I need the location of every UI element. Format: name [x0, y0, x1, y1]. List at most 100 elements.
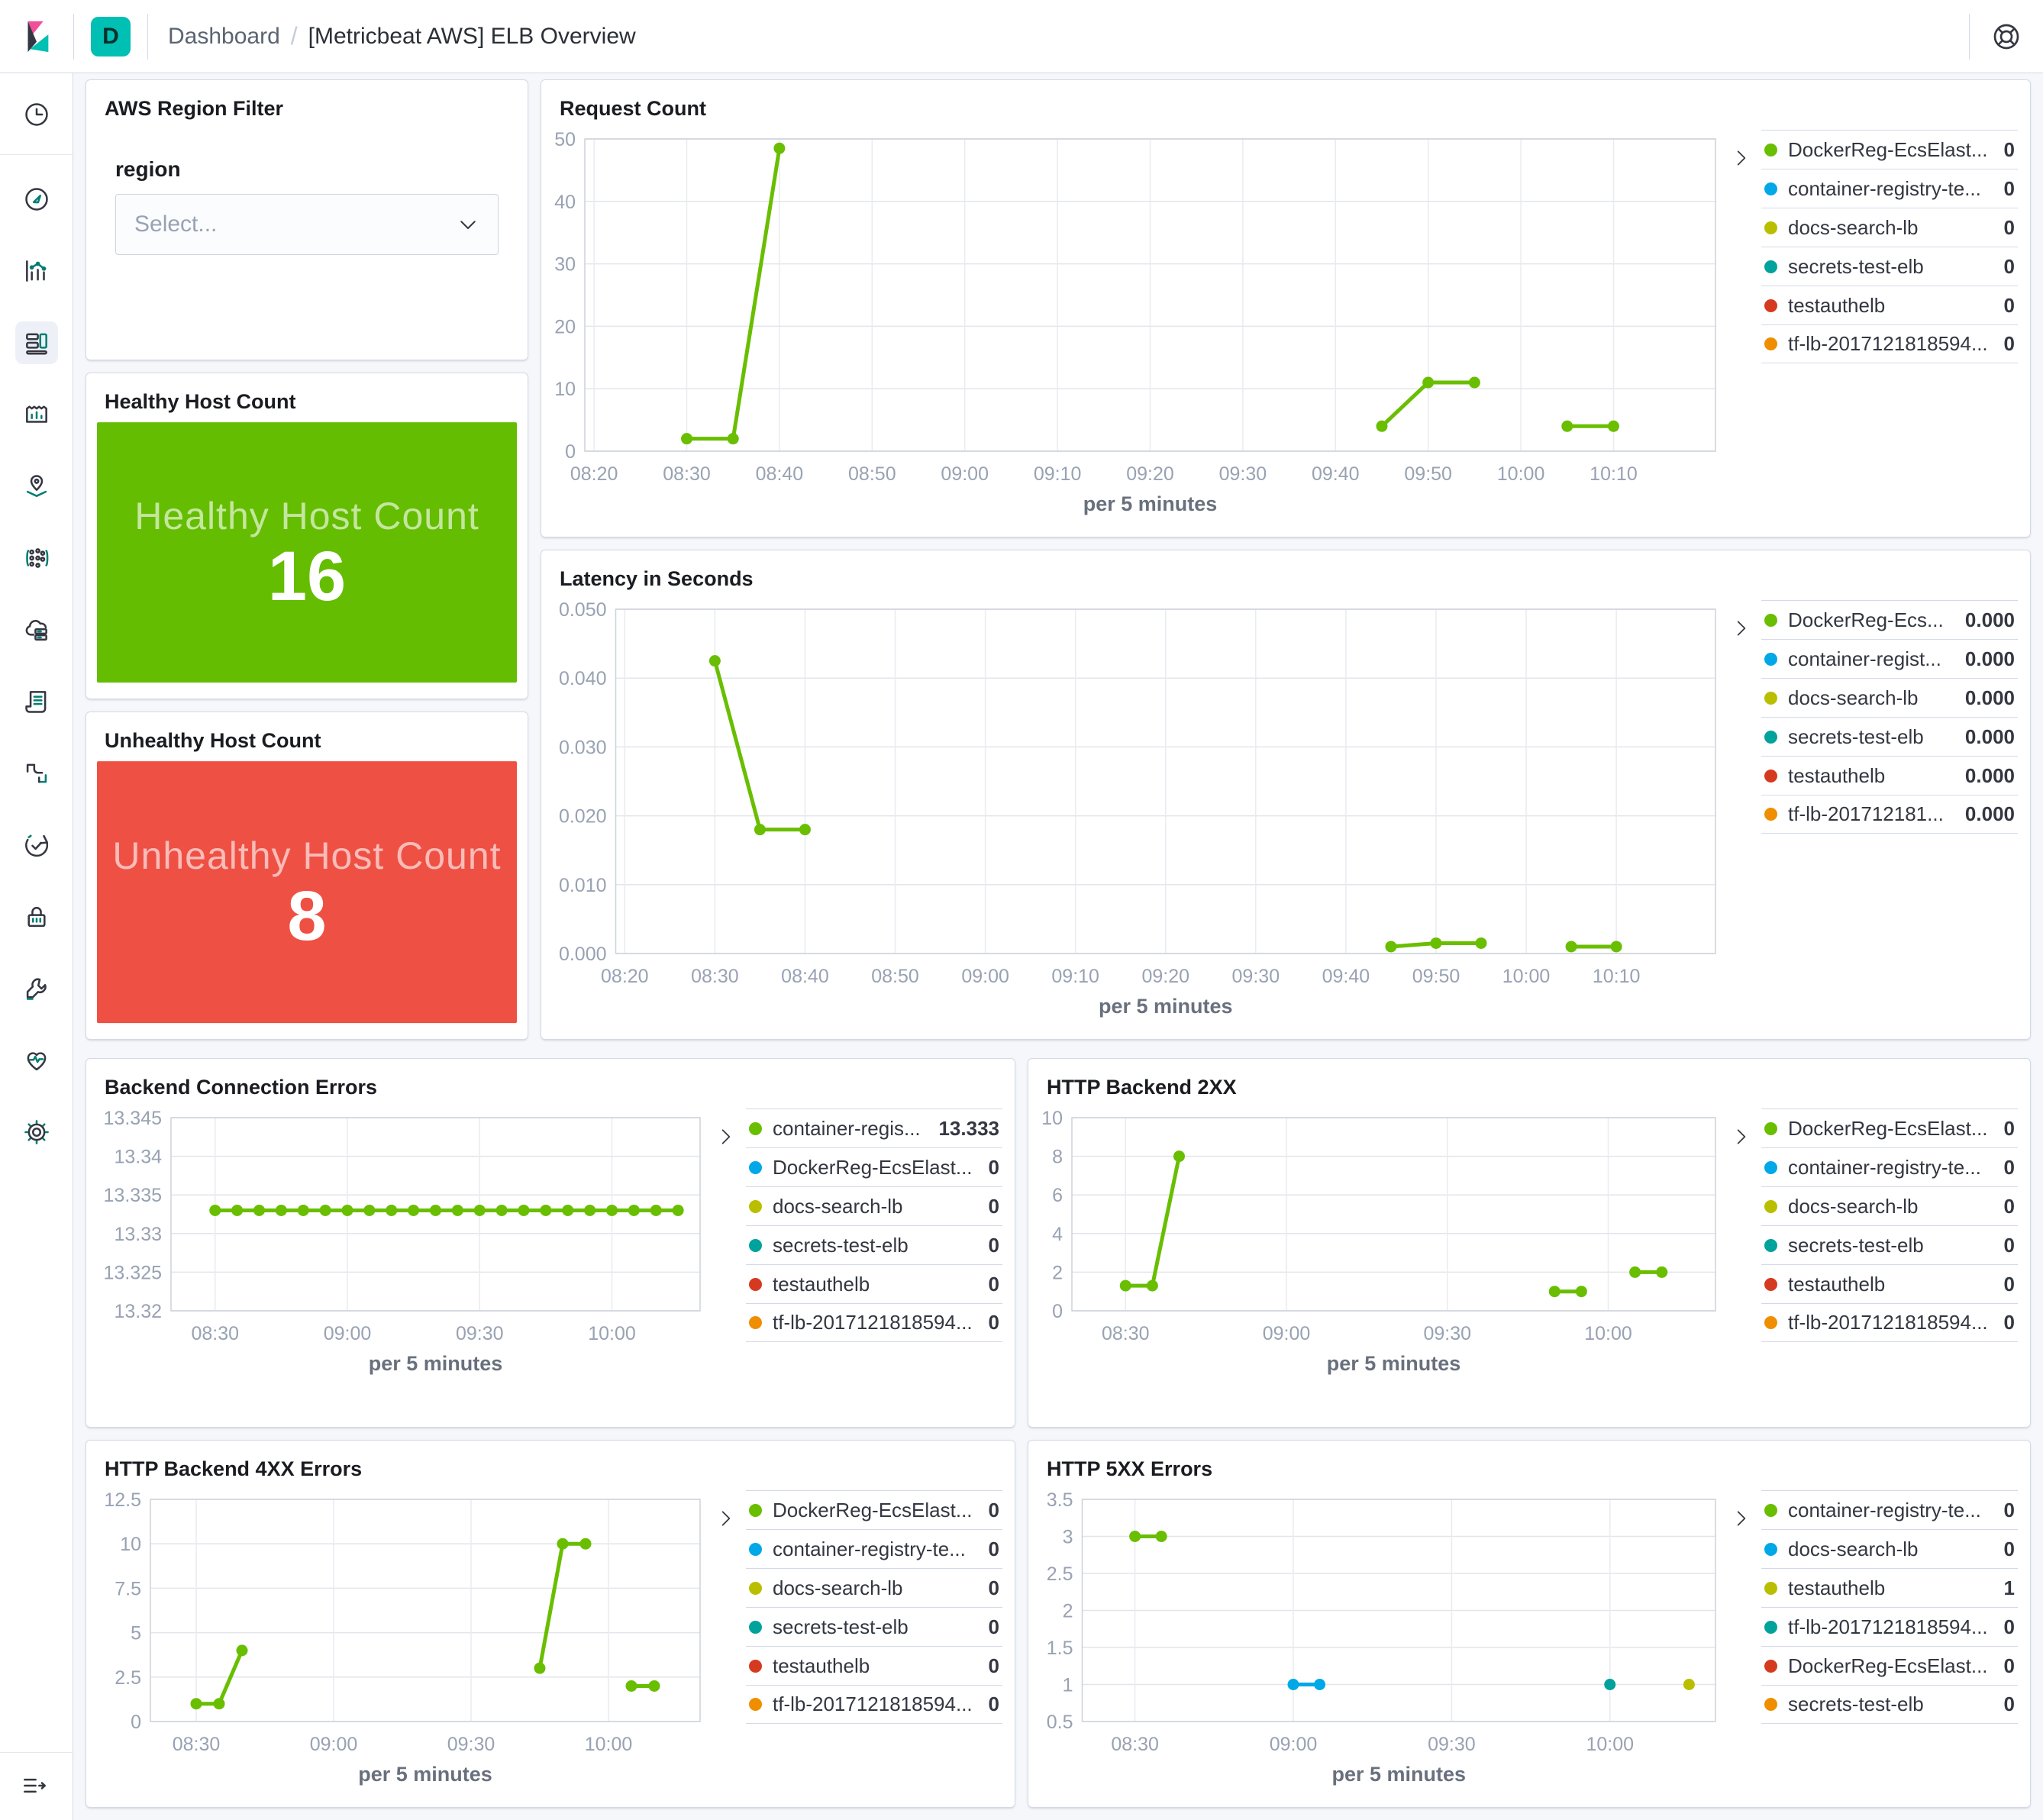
legend-item[interactable]: tf-lb-2017121818594... 0: [1761, 324, 2018, 363]
series-color-dot: [1764, 1581, 1777, 1595]
sidebar-item-visualize[interactable]: [15, 250, 58, 292]
svg-text:0.000: 0.000: [559, 944, 607, 965]
series-color-dot: [1764, 1316, 1777, 1329]
legend-item[interactable]: DockerReg-EcsElast... 0: [746, 1147, 1002, 1186]
legend-item[interactable]: testauthelb 0: [746, 1646, 1002, 1685]
legend-item[interactable]: docs-search-lb 0: [1761, 208, 2018, 247]
panel-request-count: Request Count 0 10 20 30 40 50 08:20 08:30 08:40…: [541, 79, 2031, 537]
svg-text:4: 4: [1052, 1224, 1063, 1245]
http-5xx-errors-chart[interactable]: 0.5 1 1.5 2 2.5 3 3.5 08:30 09:00 09:30 10:00 per 5…: [1036, 1489, 1722, 1792]
legend-item[interactable]: testauthelb 0: [746, 1264, 1002, 1303]
http-backend-4xx-errors-chart[interactable]: 0 2.5 5 7.5 10 12.5 08:30 09:00 09:30 10:00 per 5 …: [94, 1489, 706, 1792]
legend-item[interactable]: docs-search-lb 0.000: [1761, 678, 2018, 717]
legend-item[interactable]: DockerReg-EcsElast... 0: [746, 1490, 1002, 1529]
sidebar-item-stack-monitoring[interactable]: [15, 1039, 58, 1082]
svg-text:6: 6: [1052, 1185, 1063, 1206]
legend-item[interactable]: secrets-test-elb 0: [746, 1225, 1002, 1264]
sidebar-item-management[interactable]: [15, 1111, 58, 1154]
sidebar-item-canvas[interactable]: [15, 393, 58, 436]
sidebar-item-discover[interactable]: [15, 178, 58, 221]
panel-title: Healthy Host Count: [105, 390, 296, 413]
legend-item[interactable]: container-registry-te... 0: [746, 1529, 1002, 1568]
legend-item[interactable]: tf-lb-2017121818594... 0: [746, 1685, 1002, 1724]
legend-item[interactable]: secrets-test-elb 0.000: [1761, 717, 2018, 756]
legend-item[interactable]: DockerReg-EcsElast... 0: [1761, 1646, 2018, 1685]
legend-item[interactable]: container-regis... 13.333: [746, 1108, 1002, 1147]
svg-text:10: 10: [1041, 1108, 1063, 1129]
legend-value: 0: [988, 1615, 999, 1638]
legend-item[interactable]: tf-lb-2017121818594... 0: [1761, 1607, 2018, 1646]
latency-chart[interactable]: 0.000 0.010 0.020 0.030 0.040 0.050 08:20 08:30…: [549, 599, 1722, 1024]
sidebar-item-uptime[interactable]: [15, 824, 58, 866]
help-button[interactable]: [1970, 21, 2043, 52]
legend-item[interactable]: testauthelb 0: [1761, 1264, 2018, 1303]
chart-legend: container-regis... 13.333 DockerReg-EcsEla…: [746, 1107, 1002, 1381]
legend-item[interactable]: secrets-test-elb 0: [746, 1607, 1002, 1646]
legend-expand-icon[interactable]: [706, 1107, 746, 1381]
backend-connection-errors-chart[interactable]: 13.32 13.325 13.33 13.335 13.34 13.345 08:30 09…: [94, 1107, 706, 1381]
region-select[interactable]: Select...: [115, 194, 499, 255]
svg-text:08:30: 08:30: [691, 966, 739, 987]
legend-item[interactable]: testauthelb 0.000: [1761, 756, 2018, 795]
sidebar-item-dev-tools[interactable]: [15, 967, 58, 1010]
legend-item[interactable]: container-registry-te... 0: [1761, 169, 2018, 208]
kibana-logo[interactable]: [0, 0, 73, 73]
legend-item[interactable]: container-registry-te... 0: [1761, 1490, 2018, 1529]
legend-item[interactable]: container-registry-te... 0: [1761, 1147, 2018, 1186]
legend-item[interactable]: tf-lb-201712181... 0.000: [1761, 795, 2018, 834]
legend-item[interactable]: tf-lb-2017121818594... 0: [1761, 1303, 2018, 1342]
legend-item[interactable]: container-regist... 0.000: [1761, 639, 2018, 678]
legend-item[interactable]: testauthelb 0: [1761, 286, 2018, 324]
sidebar-item-logs[interactable]: [15, 680, 58, 723]
chart-legend: DockerReg-EcsElast... 0 container-registry…: [746, 1489, 1002, 1792]
series-color-dot: [1764, 337, 1777, 350]
legend-label: secrets-test-elb: [1788, 1233, 1924, 1257]
http-backend-2xx-chart[interactable]: 0 2 4 6 8 10 08:30 09:00 09:30 10:00 per 5 minutes: [1036, 1107, 1722, 1381]
legend-value: 0.000: [1964, 686, 2015, 709]
legend-label: tf-lb-2017121818594...: [1788, 332, 1988, 355]
svg-text:08:20: 08:20: [570, 463, 618, 485]
legend-value: 0: [988, 1233, 999, 1257]
legend-item[interactable]: docs-search-lb 0: [746, 1568, 1002, 1607]
legend-item[interactable]: docs-search-lb 0: [1761, 1529, 2018, 1568]
legend-item[interactable]: DockerReg-EcsElast... 0: [1761, 1108, 2018, 1147]
legend-expand-icon[interactable]: [1722, 599, 1761, 1024]
series-color-dot: [749, 1277, 762, 1291]
legend-item[interactable]: secrets-test-elb 0: [1761, 1685, 2018, 1724]
legend-expand-icon[interactable]: [1722, 1489, 1761, 1792]
sidebar-item-siem[interactable]: [15, 895, 58, 938]
legend-item[interactable]: docs-search-lb 0: [1761, 1186, 2018, 1225]
legend-expand-icon[interactable]: [1722, 1107, 1761, 1381]
gear-icon: [24, 1120, 49, 1144]
metric-value: 16: [267, 537, 347, 615]
legend-item[interactable]: testauthelb 1: [1761, 1568, 2018, 1607]
legend-label: DockerReg-EcsElast...: [773, 1498, 973, 1522]
collapse-menu-icon[interactable]: [20, 1771, 49, 1800]
legend-item[interactable]: secrets-test-elb 0: [1761, 247, 2018, 286]
panel-http-5xx-errors: HTTP 5XX Errors 0.5 1 1.5 2 2.5 3 3.5 08:30 09:0…: [1028, 1440, 2031, 1808]
sidebar-item-maps[interactable]: [15, 465, 58, 508]
legend-item[interactable]: secrets-test-elb 0: [1761, 1225, 2018, 1264]
svg-text:per 5 minutes: per 5 minutes: [369, 1352, 503, 1375]
sidebar-item-machine-learning[interactable]: [15, 537, 58, 579]
legend-item[interactable]: DockerReg-EcsElast... 0: [1761, 130, 2018, 169]
svg-text:10: 10: [554, 379, 576, 400]
legend-expand-icon[interactable]: [1722, 128, 1761, 521]
dashboard-app-badge[interactable]: D: [91, 16, 131, 56]
legend-expand-icon[interactable]: [706, 1489, 746, 1792]
legend-label: DockerReg-EcsElast...: [1788, 1654, 1988, 1677]
bar-chart-icon: [25, 260, 46, 282]
breadcrumb-dashboard-link[interactable]: Dashboard: [168, 23, 280, 49]
sidebar-item-dashboard[interactable]: [15, 321, 58, 364]
legend-value: 0: [2003, 293, 2015, 317]
svg-text:09:30: 09:30: [447, 1734, 495, 1755]
request-count-chart[interactable]: 0 10 20 30 40 50 08:20 08:30 08:40 08:50 09:00 09:1…: [549, 128, 1722, 521]
legend-item[interactable]: docs-search-lb 0: [746, 1186, 1002, 1225]
legend-value: 0: [2003, 176, 2015, 200]
sidebar-item-recently-viewed[interactable]: [15, 93, 58, 136]
sidebar-item-infrastructure[interactable]: [15, 608, 58, 651]
legend-item[interactable]: DockerReg-Ecs... 0.000: [1761, 600, 2018, 639]
sidebar-item-apm[interactable]: [15, 752, 58, 795]
legend-label: testauthelb: [1788, 1272, 1886, 1296]
legend-item[interactable]: tf-lb-2017121818594... 0: [746, 1303, 1002, 1342]
